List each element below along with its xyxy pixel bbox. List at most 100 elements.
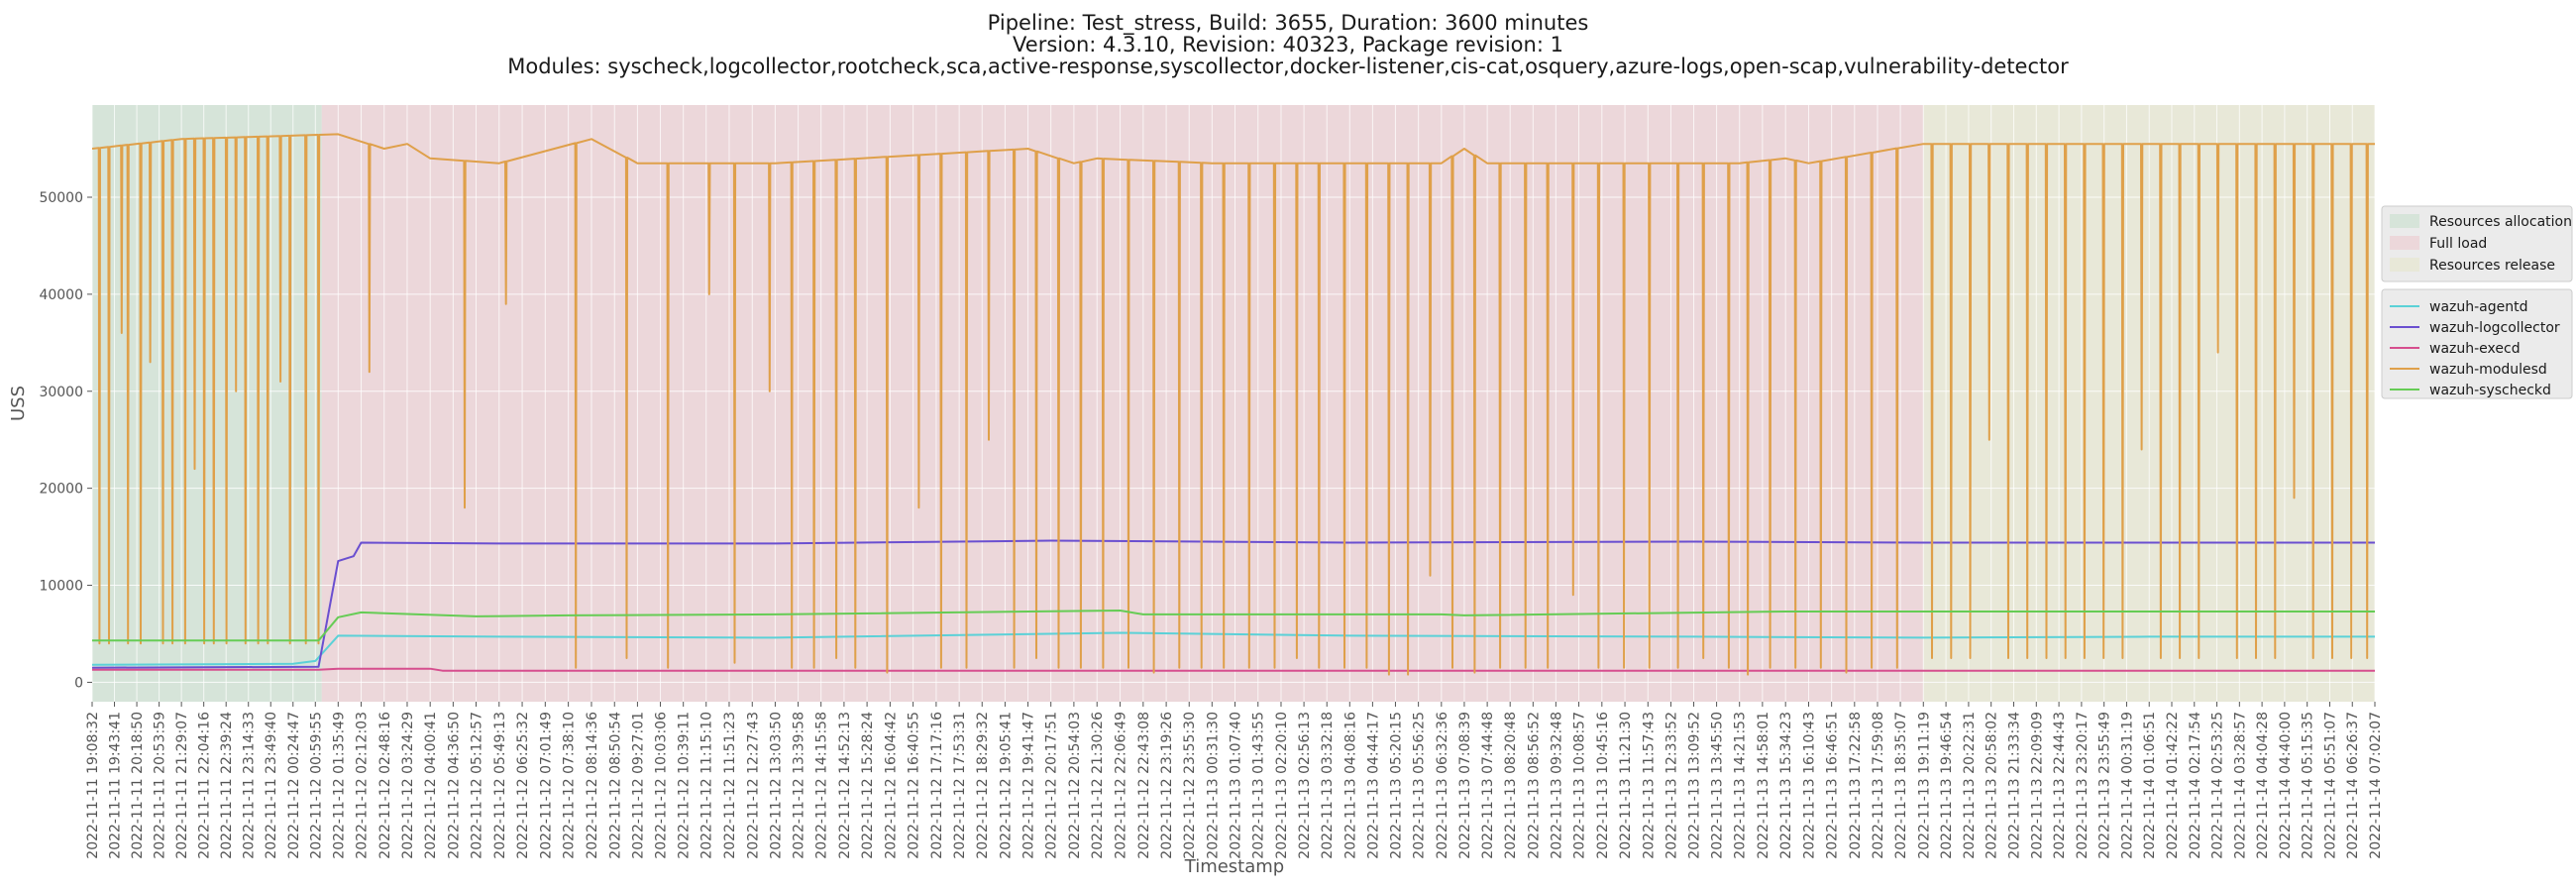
chart-title: Pipeline: Test_stress, Build: 3655, Dura… (507, 11, 2069, 78)
x-tick-label: 2022-11-12 13:39:58 (792, 712, 807, 859)
x-tick-label: 2022-11-12 10:39:11 (677, 712, 693, 859)
x-tick-label: 2022-11-11 22:39:24 (219, 712, 235, 859)
x-tick-label: 2022-11-12 22:06:49 (1114, 712, 1129, 859)
phase-legend-swatch (2390, 258, 2419, 272)
x-axis-ticks: 2022-11-11 19:08:32 2022-11-11 19:43:41 20… (85, 702, 2384, 859)
phase-legend-swatch (2390, 236, 2419, 250)
x-tick-label: 2022-11-12 23:55:30 (1182, 712, 1198, 859)
series-legend-label: wazuh-agentd (2429, 299, 2528, 315)
x-tick-label: 2022-11-13 08:20:48 (1503, 712, 1519, 859)
series-legend-label: wazuh-syscheckd (2429, 383, 2551, 398)
x-tick-label: 2022-11-13 01:43:55 (1251, 712, 1267, 859)
series-line-wazuh-logcollector (91, 539, 2375, 669)
x-tick-label: 2022-11-13 09:32:48 (1549, 712, 1564, 859)
x-tick-label: 2022-11-12 02:12:03 (355, 712, 371, 859)
y-tick-label: 50000 (39, 190, 83, 206)
x-tick-label: 2022-11-12 20:17:51 (1044, 712, 1060, 859)
phase-legend-label: Full load (2429, 236, 2487, 252)
x-tick-label: 2022-11-13 18:35:07 (1893, 712, 1909, 859)
y-axis-label: USS (8, 386, 29, 421)
series-line-wazuh-execd (92, 667, 2375, 672)
x-tick-label: 2022-11-13 00:31:30 (1205, 712, 1221, 859)
x-tick-label: 2022-11-13 10:08:57 (1572, 712, 1588, 859)
x-tick-label: 2022-11-13 04:44:17 (1365, 712, 1381, 859)
x-tick-label: 2022-11-14 05:51:07 (2323, 712, 2339, 859)
x-tick-label: 2022-11-13 05:56:25 (1412, 712, 1428, 859)
series-legend-label: wazuh-logcollector (2429, 320, 2560, 336)
x-tick-label: 2022-11-13 05:20:15 (1388, 712, 1404, 859)
x-tick-label: 2022-11-13 15:34:23 (1778, 712, 1794, 859)
x-tick-label: 2022-11-12 07:01:49 (538, 712, 554, 859)
title-line: Modules: syscheck,logcollector,rootcheck… (507, 55, 2069, 78)
phase-legend-label: Resources release (2429, 258, 2555, 274)
x-tick-label: 2022-11-14 04:04:28 (2255, 712, 2271, 859)
x-tick-label: 2022-11-11 23:49:40 (264, 712, 279, 859)
x-tick-label: 2022-11-12 04:36:50 (446, 712, 462, 859)
x-tick-label: 2022-11-12 05:12:57 (470, 712, 485, 859)
x-tick-label: 2022-11-14 03:28:57 (2232, 712, 2248, 859)
x-tick-label: 2022-11-12 17:53:31 (952, 712, 968, 859)
x-tick-label: 2022-11-12 23:19:26 (1159, 712, 1175, 859)
x-tick-label: 2022-11-11 23:14:33 (242, 712, 258, 859)
series-line-wazuh-syscheckd (92, 610, 2375, 642)
x-tick-label: 2022-11-12 11:51:23 (722, 712, 738, 859)
series-legend-label: wazuh-execd (2429, 341, 2521, 357)
x-tick-label: 2022-11-13 02:20:10 (1274, 712, 1290, 859)
x-tick-label: 2022-11-12 18:29:32 (975, 712, 991, 859)
series-legend-box (2381, 288, 2573, 399)
y-tick-label: 20000 (39, 482, 83, 498)
y-tick-label: 40000 (39, 287, 83, 303)
x-tick-label: 2022-11-12 16:40:55 (907, 712, 922, 859)
x-tick-label: 2022-11-12 22:43:08 (1136, 712, 1152, 859)
x-tick-label: 2022-11-12 12:27:43 (745, 712, 761, 859)
x-tick-label: 2022-11-11 20:53:59 (153, 712, 168, 859)
x-tick-label: 2022-11-13 17:22:58 (1848, 712, 1864, 859)
x-tick-label: 2022-11-13 22:09:09 (2029, 712, 2045, 859)
x-tick-label: 2022-11-13 20:22:31 (1962, 712, 1978, 859)
x-tick-label: 2022-11-12 05:49:13 (492, 712, 508, 859)
x-tick-label: 2022-11-14 06:26:37 (2345, 712, 2361, 859)
x-tick-label: 2022-11-12 00:59:55 (308, 712, 324, 859)
x-tick-label: 2022-11-11 19:43:41 (108, 712, 124, 859)
x-tick-label: 2022-11-13 16:10:43 (1802, 712, 1818, 859)
x-tick-label: 2022-11-12 10:03:06 (654, 712, 670, 859)
x-tick-label: 2022-11-13 03:32:18 (1320, 712, 1336, 859)
phase-legend: Resources allocation Full load Resources r… (2381, 205, 2573, 282)
x-tick-label: 2022-11-13 19:46:54 (1939, 712, 1955, 859)
series-line-wazuh-agentd (91, 631, 2375, 666)
title-line: Pipeline: Test_stress, Build: 3655, Dura… (988, 11, 1589, 36)
x-tick-label: 2022-11-12 16:04:42 (883, 712, 899, 859)
x-tick-label: 2022-11-13 13:09:52 (1687, 712, 1703, 859)
series-legend: wazuh-agentd wazuh-logcollector wazuh-exec… (2381, 288, 2573, 399)
x-tick-label: 2022-11-13 19:11:19 (1916, 712, 1932, 859)
x-tick-label: 2022-11-12 00:24:47 (286, 712, 302, 859)
x-tick-label: 2022-11-14 01:06:51 (2142, 712, 2158, 859)
x-tick-label: 2022-11-14 00:31:19 (2119, 712, 2135, 859)
x-tick-label: 2022-11-12 06:25:32 (515, 712, 531, 859)
phase-legend-swatch (2390, 214, 2419, 228)
x-tick-label: 2022-11-13 06:32:36 (1435, 712, 1450, 859)
x-tick-label: 2022-11-13 07:08:39 (1457, 712, 1473, 859)
phase-band (92, 105, 322, 702)
x-tick-label: 2022-11-12 19:41:47 (1021, 712, 1037, 859)
x-tick-label: 2022-11-13 08:56:52 (1526, 712, 1542, 859)
x-tick-label: 2022-11-12 03:24:29 (400, 712, 416, 859)
x-tick-label: 2022-11-12 08:50:54 (607, 712, 623, 859)
x-tick-label: 2022-11-12 14:15:58 (814, 712, 830, 859)
x-tick-label: 2022-11-13 07:44:48 (1480, 712, 1496, 859)
x-tick-label: 2022-11-12 08:14:36 (585, 712, 600, 859)
x-tick-label: 2022-11-13 11:21:30 (1618, 712, 1634, 859)
x-tick-label: 2022-11-11 22:04:16 (197, 712, 213, 859)
x-tick-label: 2022-11-13 23:55:49 (2097, 712, 2113, 859)
x-tick-label: 2022-11-12 09:27:01 (630, 712, 646, 859)
x-tick-label: 2022-11-13 23:20:17 (2075, 712, 2091, 859)
x-tick-label: 2022-11-12 14:52:13 (837, 712, 853, 859)
x-tick-label: 2022-11-12 01:35:49 (331, 712, 347, 859)
series-lines (91, 133, 2375, 676)
x-tick-label: 2022-11-13 17:59:08 (1871, 712, 1886, 859)
x-tick-label: 2022-11-11 20:18:50 (130, 712, 146, 859)
y-tick-label: 30000 (39, 385, 83, 400)
x-tick-label: 2022-11-11 19:08:32 (85, 712, 101, 859)
y-axis-ticks: 0 10000 20000 30000 40000 50000 (39, 190, 92, 691)
x-tick-label: 2022-11-11 21:29:07 (174, 712, 190, 859)
